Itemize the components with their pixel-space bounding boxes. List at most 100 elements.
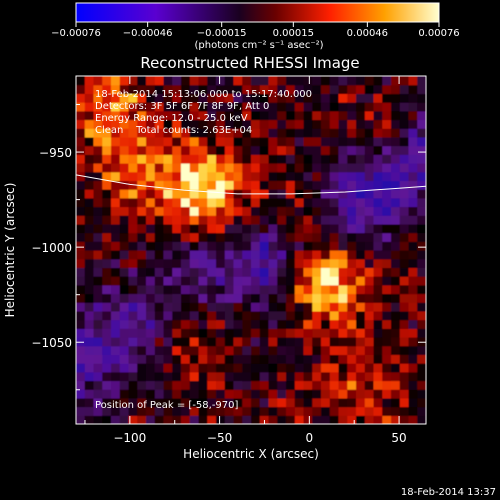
heatmap-cell (294, 163, 305, 173)
heatmap-cell (119, 371, 130, 382)
heatmap-cell (207, 180, 217, 190)
heatmap-cell (146, 380, 156, 390)
heatmap-cell (268, 406, 278, 416)
heatmap-cell (303, 128, 313, 138)
heatmap-cell (356, 406, 366, 416)
heatmap-cell (268, 345, 278, 355)
heatmap-cell (408, 406, 418, 416)
heatmap-cell (399, 267, 410, 277)
heatmap-cell (189, 128, 200, 138)
heatmap-cell (137, 380, 147, 390)
heatmap-cell (312, 110, 322, 121)
heatmap-cell (137, 232, 147, 242)
heatmap-cell (242, 128, 252, 138)
heatmap-cell (312, 128, 322, 138)
heatmap-cell (76, 276, 86, 286)
heatmap-cell (146, 119, 156, 129)
heatmap-cell (181, 276, 191, 286)
heatmap-cell (321, 241, 331, 251)
heatmap-cell (417, 319, 426, 329)
heatmap-cell (137, 145, 147, 155)
heatmap-cell (102, 371, 112, 382)
heatmap-cell (259, 302, 270, 312)
heatmap-cell (163, 389, 173, 399)
heatmap-cell (137, 354, 147, 364)
heatmap-cell (242, 163, 252, 173)
heatmap-cell (102, 232, 112, 242)
heatmap-cell (312, 171, 322, 181)
heatmap-cell (338, 371, 348, 382)
heatmap-cell (216, 93, 226, 103)
heatmap-cell (198, 128, 208, 138)
heatmap-cell (417, 84, 426, 94)
heatmap-cell (408, 319, 418, 329)
heatmap-cell (259, 371, 270, 382)
heatmap-cell (329, 371, 340, 382)
heatmap-cell (172, 197, 182, 208)
heatmap-cell (198, 154, 208, 164)
heatmap-cell (373, 302, 383, 312)
heatmap-cell (417, 145, 426, 155)
heatmap-cell (286, 302, 296, 312)
heatmap-cell (146, 302, 156, 312)
heatmap-cell (146, 223, 156, 234)
heatmap-cell (154, 415, 165, 424)
heatmap-cell (286, 328, 296, 338)
heatmap-cell (303, 293, 313, 303)
heatmap-cell (163, 145, 173, 155)
heatmap-cell (286, 136, 296, 147)
heatmap-cell (277, 319, 287, 329)
heatmap-cell (251, 206, 261, 216)
heatmap-cell (408, 223, 418, 234)
heatmap-cell (224, 232, 235, 242)
heatmap-cell (181, 189, 191, 199)
heatmap-cell (128, 310, 138, 321)
heatmap-cell (294, 136, 305, 147)
heatmap-cell (207, 397, 217, 408)
heatmap-cell (216, 232, 226, 242)
heatmap-cell (207, 310, 217, 321)
heatmap-cell (84, 110, 95, 121)
heatmap-cell (111, 215, 121, 225)
heatmap-cell (364, 145, 375, 155)
heatmap-cell (347, 337, 357, 347)
heatmap-cell (93, 102, 103, 112)
heatmap-cell (286, 406, 296, 416)
heatmap-cell (312, 406, 322, 416)
heatmap-cell (286, 380, 296, 390)
heatmap-cell (294, 223, 305, 234)
heatmap-cell (329, 328, 340, 338)
heatmap-cell (259, 136, 270, 147)
heatmap-cell (373, 76, 383, 86)
peak-position-label: Position of Peak = [-58,-970] (95, 400, 239, 411)
heatmap-cell (268, 276, 278, 286)
heatmap-cell (294, 337, 305, 347)
heatmap-cell (312, 319, 322, 329)
heatmap-cell (128, 110, 138, 121)
heatmap-cell (251, 102, 261, 112)
heatmap-cell (329, 189, 340, 199)
heatmap-cell (347, 180, 357, 190)
heatmap-cell (128, 389, 138, 399)
heatmap-cell (338, 415, 348, 424)
heatmap-cell (93, 189, 103, 199)
heatmap-cell (146, 163, 156, 173)
heatmap-cell (233, 319, 243, 329)
heatmap-cell (399, 328, 410, 338)
heatmap-cell (391, 154, 401, 164)
heatmap-cell (417, 241, 426, 251)
heatmap-cell (373, 154, 383, 164)
heatmap-cell (207, 223, 217, 234)
heatmap-cell (146, 406, 156, 416)
heatmap-cell (224, 406, 235, 416)
heatmap-cell (277, 145, 287, 155)
heatmap-cell (137, 163, 147, 173)
heatmap-cell (189, 258, 200, 268)
heatmap-cell (163, 206, 173, 216)
heatmap-cell (399, 189, 410, 199)
heatmap-cell (172, 258, 182, 268)
heatmap-cell (321, 197, 331, 208)
heatmap-cell (163, 337, 173, 347)
heatmap-cell (321, 380, 331, 390)
